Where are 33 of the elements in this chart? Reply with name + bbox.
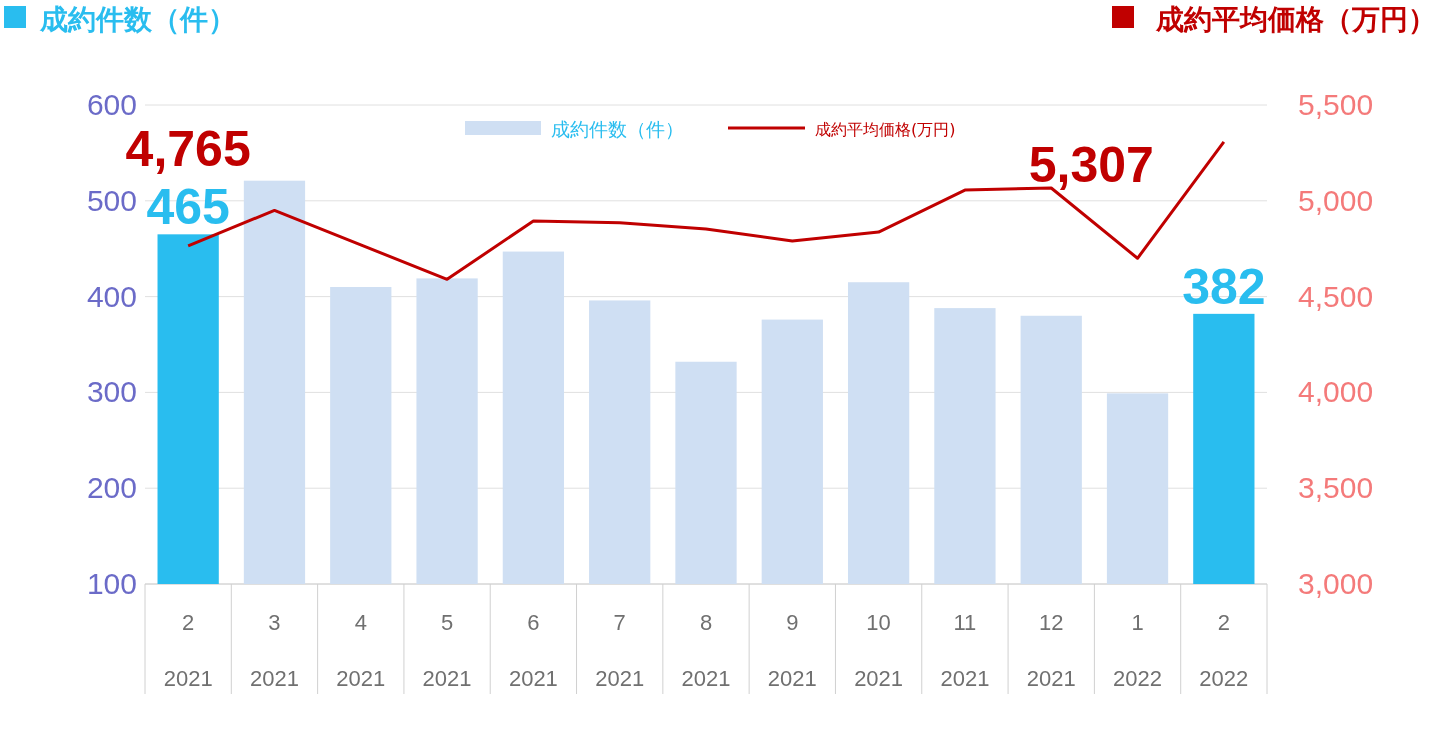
category-label: 4 2021 xyxy=(336,610,386,691)
category-label: 11 2021 xyxy=(940,610,990,691)
y2-tick-label: 4,500 xyxy=(1298,279,1374,313)
y2-axis-title: 成約平均価格（万円） xyxy=(1155,3,1436,36)
category-label: 9 2021 xyxy=(767,610,817,691)
y-tick-label: 600 xyxy=(86,88,137,121)
y-tick-label: 400 xyxy=(86,279,137,313)
data-label: 4,765 xyxy=(125,121,251,178)
y-tick-label: 300 xyxy=(86,375,137,409)
category-label: 6 2021 xyxy=(508,610,558,691)
data-label: 382 xyxy=(1182,258,1266,315)
y2-tick-label: 5,500 xyxy=(1298,88,1374,121)
y-tick-label: 100 xyxy=(86,567,137,600)
y2-tick-label: 5,000 xyxy=(1298,183,1374,217)
category-label: 7 2021 xyxy=(595,610,645,691)
y2-tick-label: 4,000 xyxy=(1298,375,1374,409)
category-label: 3 2021 xyxy=(249,610,299,691)
data-label: 5,307 xyxy=(1028,136,1154,193)
legend-label: 成約件数（件） xyxy=(551,118,684,140)
category-label: 1 2022 xyxy=(1113,610,1163,691)
category-label: 2 2021 xyxy=(163,610,213,691)
category-label: 2 2022 xyxy=(1199,610,1249,691)
y-axis-title: 成約件数（件） xyxy=(39,3,236,36)
category-label: 12 2021 xyxy=(1026,610,1076,691)
category-label: 10 2021 xyxy=(854,610,904,691)
y-tick-label: 200 xyxy=(86,471,137,505)
y-tick-label: 500 xyxy=(86,183,137,217)
y2-tick-label: 3,000 xyxy=(1298,567,1374,600)
y2-tick-label: 3,500 xyxy=(1298,471,1374,505)
category-label: 8 2021 xyxy=(681,610,731,691)
legend-label: 成約平均価格(万円) xyxy=(815,120,956,139)
data-label: 465 xyxy=(146,179,230,236)
category-label: 5 2021 xyxy=(422,610,472,691)
